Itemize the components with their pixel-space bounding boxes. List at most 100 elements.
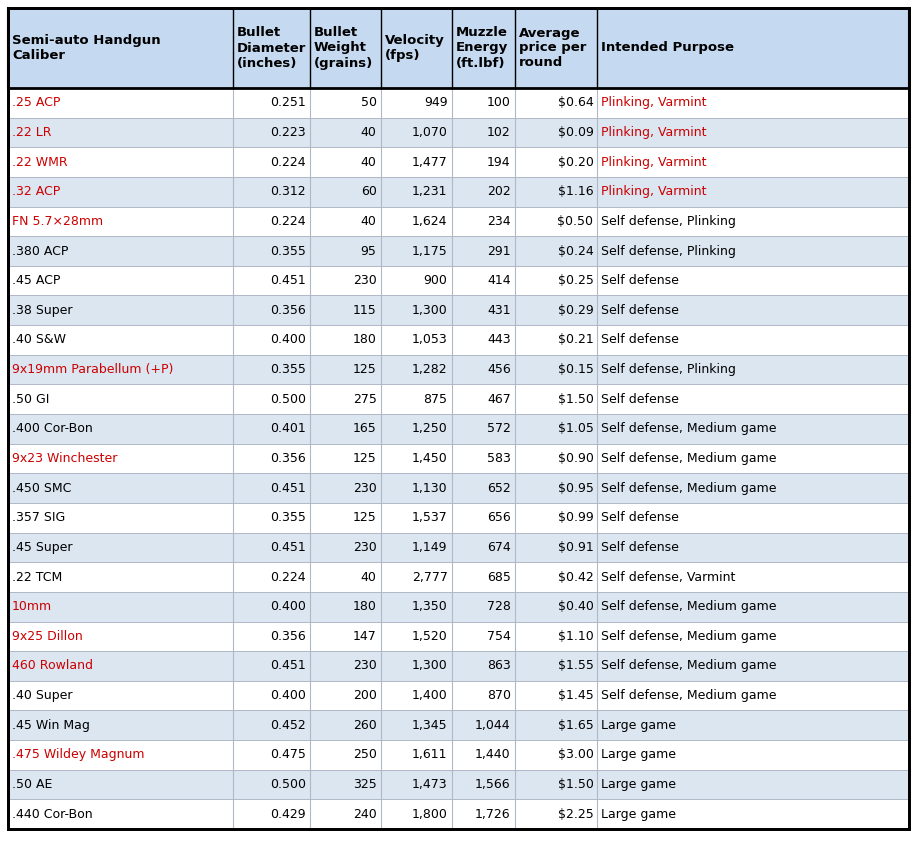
Text: 1,250: 1,250 [412,423,447,435]
Text: 0.400: 0.400 [270,601,305,613]
Text: 275: 275 [353,393,377,406]
Text: 40: 40 [360,215,377,228]
Text: 1,130: 1,130 [412,482,447,495]
Text: Self defense, Medium game: Self defense, Medium game [602,630,777,643]
Text: 0.400: 0.400 [270,689,305,702]
Text: $0.40: $0.40 [558,601,593,613]
Text: .22 TCM: .22 TCM [12,571,62,584]
Bar [8,770,909,800]
Text: 1,473: 1,473 [412,778,447,791]
Text: 1,477: 1,477 [412,156,447,169]
Text: .45 Win Mag: .45 Win Mag [12,719,90,732]
Text: 572: 572 [487,423,511,435]
Text: 456: 456 [487,363,511,376]
Text: 674: 674 [487,541,511,554]
Text: $0.91: $0.91 [558,541,593,554]
Text: 1,345: 1,345 [412,719,447,732]
Text: 1,053: 1,053 [412,334,447,346]
Text: 1,611: 1,611 [412,749,447,761]
Text: 180: 180 [353,334,377,346]
Text: Self defense, Medium game: Self defense, Medium game [602,601,777,613]
Text: 0.356: 0.356 [270,304,305,317]
Text: .40 S&W: .40 S&W [12,334,66,346]
Text: 949: 949 [424,97,447,109]
Text: 194: 194 [487,156,511,169]
Text: 250: 250 [353,749,377,761]
Bar [8,147,909,177]
Text: $0.99: $0.99 [558,512,593,524]
Text: 1,800: 1,800 [412,808,447,821]
Text: 0.500: 0.500 [270,393,305,406]
Text: 443: 443 [487,334,511,346]
Text: Self defense: Self defense [602,274,679,287]
Text: 0.356: 0.356 [270,452,305,465]
Bar [8,473,909,503]
Text: .450 SMC: .450 SMC [12,482,72,495]
Text: Large game: Large game [602,719,677,732]
Text: $0.64: $0.64 [558,97,593,109]
Text: Average
price per
round: Average price per round [519,26,586,69]
Text: Self defense, Medium game: Self defense, Medium game [602,482,777,495]
Text: Self defense, Medium game: Self defense, Medium game [602,423,777,435]
Text: 1,350: 1,350 [412,601,447,613]
Text: 125: 125 [353,363,377,376]
Text: 0.224: 0.224 [270,571,305,584]
Bar [8,177,909,207]
Text: $1.55: $1.55 [558,660,593,673]
Text: 431: 431 [487,304,511,317]
Text: 467: 467 [487,393,511,406]
Bar [8,592,909,622]
Text: 2,777: 2,777 [412,571,447,584]
Text: 260: 260 [353,719,377,732]
Text: $0.24: $0.24 [558,245,593,257]
Text: 0.355: 0.355 [270,245,305,257]
Text: 40: 40 [360,126,377,139]
Text: 125: 125 [353,512,377,524]
Text: 9x19mm Parabellum (+P): 9x19mm Parabellum (+P) [12,363,173,376]
Text: .22 LR: .22 LR [12,126,51,139]
Text: $0.29: $0.29 [558,304,593,317]
Text: 0.429: 0.429 [270,808,305,821]
Text: Self defense, Varmint: Self defense, Varmint [602,571,735,584]
Text: 102: 102 [487,126,511,139]
Bar [8,8,909,88]
Text: Self defense, Plinking: Self defense, Plinking [602,363,736,376]
Text: 180: 180 [353,601,377,613]
Text: 685: 685 [487,571,511,584]
Text: Self defense: Self defense [602,393,679,406]
Text: $0.90: $0.90 [558,452,593,465]
Text: Bullet
Weight
(grains): Bullet Weight (grains) [314,26,373,69]
Text: 115: 115 [353,304,377,317]
Text: 0.224: 0.224 [270,215,305,228]
Text: 202: 202 [487,185,511,198]
Text: 125: 125 [353,452,377,465]
Text: 0.355: 0.355 [270,512,305,524]
Text: Self defense, Medium game: Self defense, Medium game [602,452,777,465]
Text: $1.50: $1.50 [558,393,593,406]
Bar [8,444,909,473]
Bar [8,681,909,711]
Text: 0.224: 0.224 [270,156,305,169]
Text: 0.223: 0.223 [270,126,305,139]
Text: .357 SIG: .357 SIG [12,512,65,524]
Text: 0.356: 0.356 [270,630,305,643]
Text: .40 Super: .40 Super [12,689,72,702]
Bar [8,385,909,414]
Bar [8,88,909,118]
Text: 9x25 Dillon: 9x25 Dillon [12,630,83,643]
Text: Semi-auto Handgun
Caliber: Semi-auto Handgun Caliber [12,34,160,62]
Bar [8,740,909,770]
Text: .45 Super: .45 Super [12,541,72,554]
Text: 1,300: 1,300 [412,304,447,317]
Text: $0.20: $0.20 [558,156,593,169]
Text: 0.500: 0.500 [270,778,305,791]
Text: Self defense: Self defense [602,541,679,554]
Text: $1.05: $1.05 [558,423,593,435]
Text: Self defense, Plinking: Self defense, Plinking [602,215,736,228]
Text: Muzzle
Energy
(ft.lbf): Muzzle Energy (ft.lbf) [456,26,508,69]
Text: Large game: Large game [602,749,677,761]
Text: Plinking, Varmint: Plinking, Varmint [602,185,707,198]
Text: Large game: Large game [602,808,677,821]
Text: Velocity
(fps): Velocity (fps) [384,34,445,62]
Text: $1.50: $1.50 [558,778,593,791]
